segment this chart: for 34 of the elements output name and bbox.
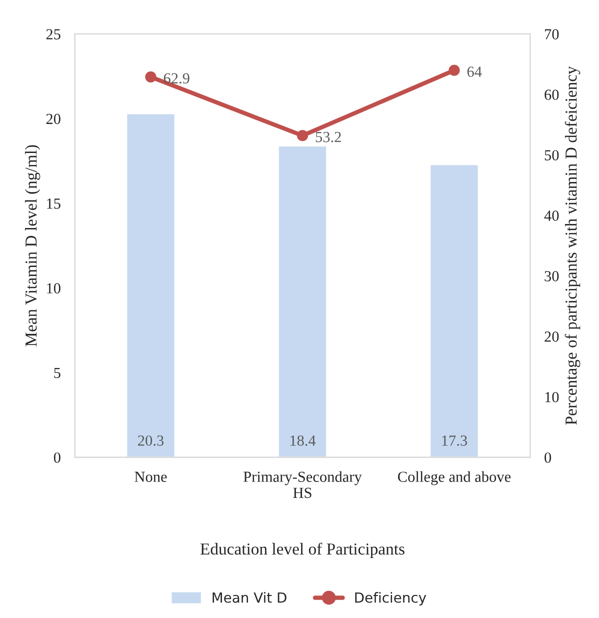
bar xyxy=(278,145,328,458)
y2-tick-label: 50 xyxy=(544,150,559,160)
y-axis-title: Mean Vitamin D level (ng/ml) xyxy=(24,145,40,346)
x-tick-label: Primary-Secondary HS xyxy=(244,471,362,498)
y2-tick-label: 70 xyxy=(545,29,559,40)
legend-label: Deficiency xyxy=(355,592,426,606)
bar xyxy=(126,112,176,458)
y-tick-label: 0 xyxy=(54,452,60,463)
x-tick-label: College and above xyxy=(398,471,511,486)
point xyxy=(448,64,460,76)
y-tick-label: 15 xyxy=(47,198,60,209)
data-label: 64 xyxy=(467,66,482,77)
data-label: 17.3 xyxy=(442,435,468,446)
bar xyxy=(429,164,480,458)
y2-axis-title: Percentage of participants with vitamin D defeiciency xyxy=(564,66,580,425)
legend-label: Mean Vit D xyxy=(212,592,286,603)
y-tick-label: 5 xyxy=(54,368,60,378)
point xyxy=(145,71,156,82)
y-tick-label: 20 xyxy=(46,114,60,124)
y2-tick-label: 0 xyxy=(544,452,552,463)
y2-tick-label: 20 xyxy=(544,332,559,342)
point xyxy=(296,130,308,142)
data-label: 20.3 xyxy=(138,435,164,446)
y2-tick-label: 30 xyxy=(544,271,559,282)
y-tick-label: 10 xyxy=(47,283,60,294)
x-axis-title: Education level of Participants xyxy=(200,542,404,558)
y2-tick-label: 40 xyxy=(544,210,559,221)
x-tick-label: None xyxy=(134,472,167,482)
y-tick-label: 25 xyxy=(46,29,60,40)
data-label: 18.4 xyxy=(290,435,316,446)
y2-tick-label: 10 xyxy=(545,392,559,402)
data-label: 53.2 xyxy=(316,132,341,142)
data-label: 62.9 xyxy=(164,73,190,84)
y2-tick-label: 60 xyxy=(544,90,559,100)
